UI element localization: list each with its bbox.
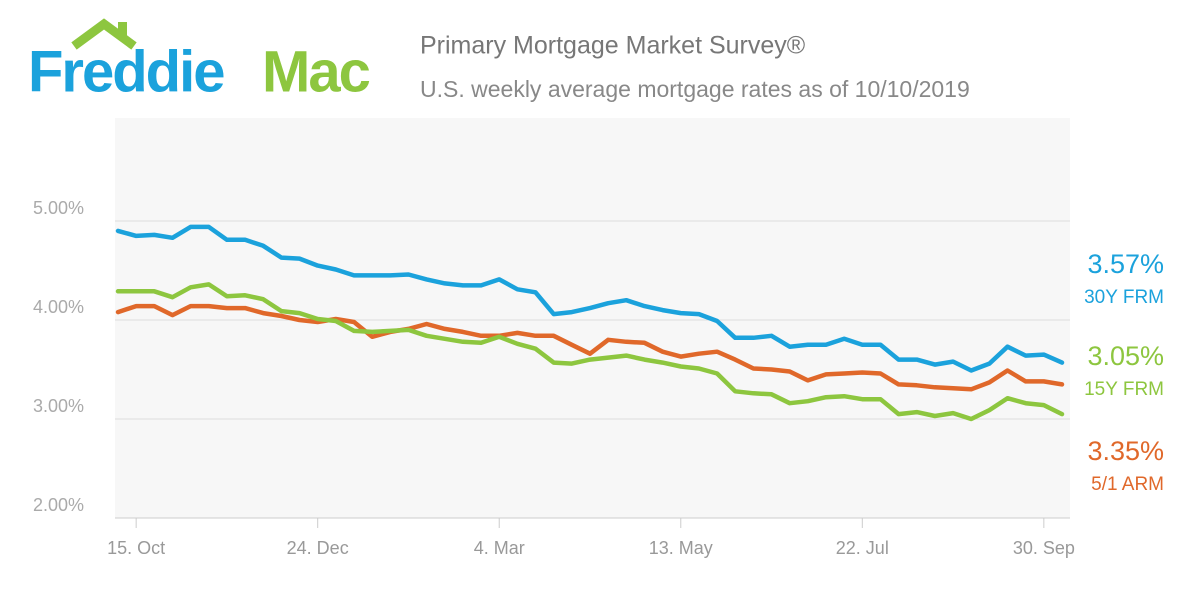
x-tick-label: 22. Jul — [836, 538, 889, 558]
line-series — [115, 303, 1065, 392]
x-tick-label: 4. Mar — [474, 538, 525, 558]
logo-chimney — [118, 22, 127, 38]
y-tick-label: 3.00% — [33, 396, 84, 416]
logo-roof — [71, 18, 137, 50]
legend-label: 30Y FRM — [1084, 287, 1164, 308]
line-series — [115, 282, 1065, 422]
legend-label: 5/1 ARM — [1091, 474, 1164, 495]
y-tick-label: 5.00% — [33, 198, 84, 218]
x-tick-label: 15. Oct — [107, 538, 165, 558]
end-value-label: 3.35% — [1087, 436, 1164, 466]
chart-subtitle: U.S. weekly average mortgage rates as of… — [420, 76, 970, 102]
logo-text: Freddie — [28, 39, 224, 104]
end-value-label: 3.57% — [1087, 249, 1164, 279]
legend-label: 15Y FRM — [1084, 379, 1164, 400]
x-tick-label: 13. May — [649, 538, 713, 558]
plot-area — [115, 118, 1070, 518]
line-series — [115, 224, 1065, 373]
y-tick-label: 2.00% — [33, 495, 84, 515]
x-tick-label: 30. Sep — [1013, 538, 1075, 558]
end-value-label: 3.05% — [1087, 341, 1164, 371]
y-tick-label: 4.00% — [33, 297, 84, 317]
x-tick-label: 24. Dec — [287, 538, 349, 558]
logo-text: Mac — [262, 39, 370, 104]
chart-title: Primary Mortgage Market Survey® — [420, 32, 806, 60]
